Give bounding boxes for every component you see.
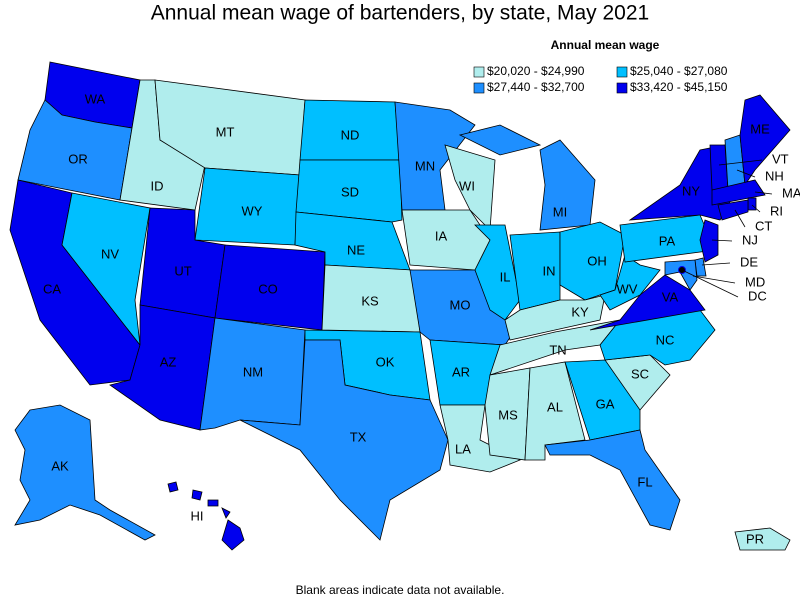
- state-shape: [191, 489, 203, 501]
- state-shape: [474, 224, 521, 321]
- state-label: TX: [350, 429, 367, 444]
- state-label: CO: [258, 281, 278, 296]
- state-label: AZ: [160, 354, 177, 369]
- leader-line: [718, 159, 763, 166]
- state-label: GA: [596, 396, 615, 411]
- state-label: TN: [549, 342, 566, 357]
- state-shape: [444, 144, 496, 231]
- state-label: AK: [51, 458, 69, 473]
- state-shape: [709, 144, 729, 191]
- state-label: KS: [361, 293, 379, 308]
- state-label: AR: [452, 364, 470, 379]
- legend: $20,020 - $24,990 $25,040 - $27,080 $27,44…: [473, 64, 728, 94]
- state-shape: [221, 507, 231, 519]
- state-label: WY: [242, 203, 263, 218]
- state-shape: [458, 124, 542, 156]
- state-label: PA: [659, 233, 676, 248]
- legend-label: $25,040 - $27,080: [630, 64, 728, 78]
- state-label: MN: [415, 158, 435, 173]
- state-label: WI: [459, 178, 475, 193]
- state-shape: [599, 254, 661, 311]
- state-label: ME: [750, 121, 770, 136]
- state-label: WA: [85, 91, 106, 106]
- state-label: MS: [498, 407, 518, 422]
- state-shape: [734, 527, 791, 551]
- leader-line: [751, 204, 761, 213]
- state-label: ID: [151, 178, 164, 193]
- legend-swatch: [616, 82, 628, 94]
- state-label: AL: [547, 399, 563, 414]
- leader-line: [754, 191, 773, 195]
- state-label: RI: [770, 203, 783, 218]
- state-label: NC: [656, 332, 675, 347]
- legend-label: $20,020 - $24,990: [487, 64, 585, 78]
- state-shape: [207, 499, 219, 507]
- leader-line: [701, 262, 731, 266]
- state-label: ND: [341, 127, 360, 142]
- state-shape: [544, 429, 681, 531]
- state-label: NJ: [742, 232, 758, 247]
- state-label: PR: [746, 531, 764, 546]
- state-label: IL: [500, 269, 511, 284]
- state-label: NY: [682, 183, 700, 198]
- state-label: LA: [455, 441, 471, 456]
- state-label: MO: [450, 297, 471, 312]
- state-label: DE: [740, 254, 758, 269]
- state-label: SD: [341, 184, 359, 199]
- state-label: OR: [68, 151, 88, 166]
- map-title: Annual mean wage of bartenders, by state…: [151, 2, 649, 25]
- state-label: KY: [571, 304, 589, 319]
- state-shape: [167, 481, 179, 493]
- legend-swatch: [473, 66, 485, 78]
- state-shape: [717, 199, 749, 221]
- state-shape: [295, 159, 403, 223]
- state-shape: [239, 339, 449, 541]
- legend-label: $27,440 - $32,700: [487, 80, 585, 94]
- legend-swatch: [473, 82, 485, 94]
- state-label: FL: [637, 474, 652, 489]
- leader-line: [711, 239, 733, 242]
- state-label: MD: [745, 274, 765, 289]
- leader-line: [681, 269, 739, 298]
- state-shape: [699, 219, 719, 263]
- state-label: WV: [617, 281, 638, 296]
- state-label: IN: [543, 263, 556, 278]
- state-label: MA: [782, 185, 800, 200]
- leader-line: [736, 169, 756, 178]
- state-label: NE: [347, 242, 365, 257]
- state-shape: [484, 367, 531, 461]
- legend-label: $33,420 - $45,150: [630, 80, 728, 94]
- state-label: NH: [765, 168, 784, 183]
- state-labels: WA OR CA NV ID MT WY UT CO AZ NM ND SD NE KS OK TX MN IA MO…: [43, 91, 800, 546]
- state-label: NM: [243, 364, 263, 379]
- legend-title: Annual mean wage: [551, 38, 660, 52]
- state-label: CA: [43, 281, 61, 296]
- state-label: CT: [755, 218, 772, 233]
- state-label: MT: [216, 124, 235, 139]
- state-shape: [61, 192, 151, 347]
- state-shape: [539, 139, 596, 231]
- leader-line: [692, 275, 736, 284]
- state-label: HI: [191, 508, 204, 523]
- state-label: DC: [748, 288, 767, 303]
- state-label: SC: [631, 366, 649, 381]
- footnote: Blank areas indicate data not available.: [296, 583, 505, 597]
- state-shape: [664, 259, 698, 291]
- state-label: MI: [553, 204, 567, 219]
- states: [9, 61, 791, 551]
- state-shape: [221, 519, 245, 551]
- leader-line: [734, 209, 746, 228]
- state-label: VA: [662, 289, 679, 304]
- state-label: NV: [101, 246, 119, 261]
- state-label: UT: [174, 263, 191, 278]
- state-label: OK: [376, 354, 395, 369]
- state-label: OH: [587, 253, 607, 268]
- state-label: VT: [772, 151, 789, 166]
- state-label: IA: [435, 228, 448, 243]
- legend-swatch: [616, 66, 628, 78]
- state-shape: [747, 197, 757, 211]
- state-shape: [14, 404, 156, 541]
- state-shape: [711, 179, 766, 206]
